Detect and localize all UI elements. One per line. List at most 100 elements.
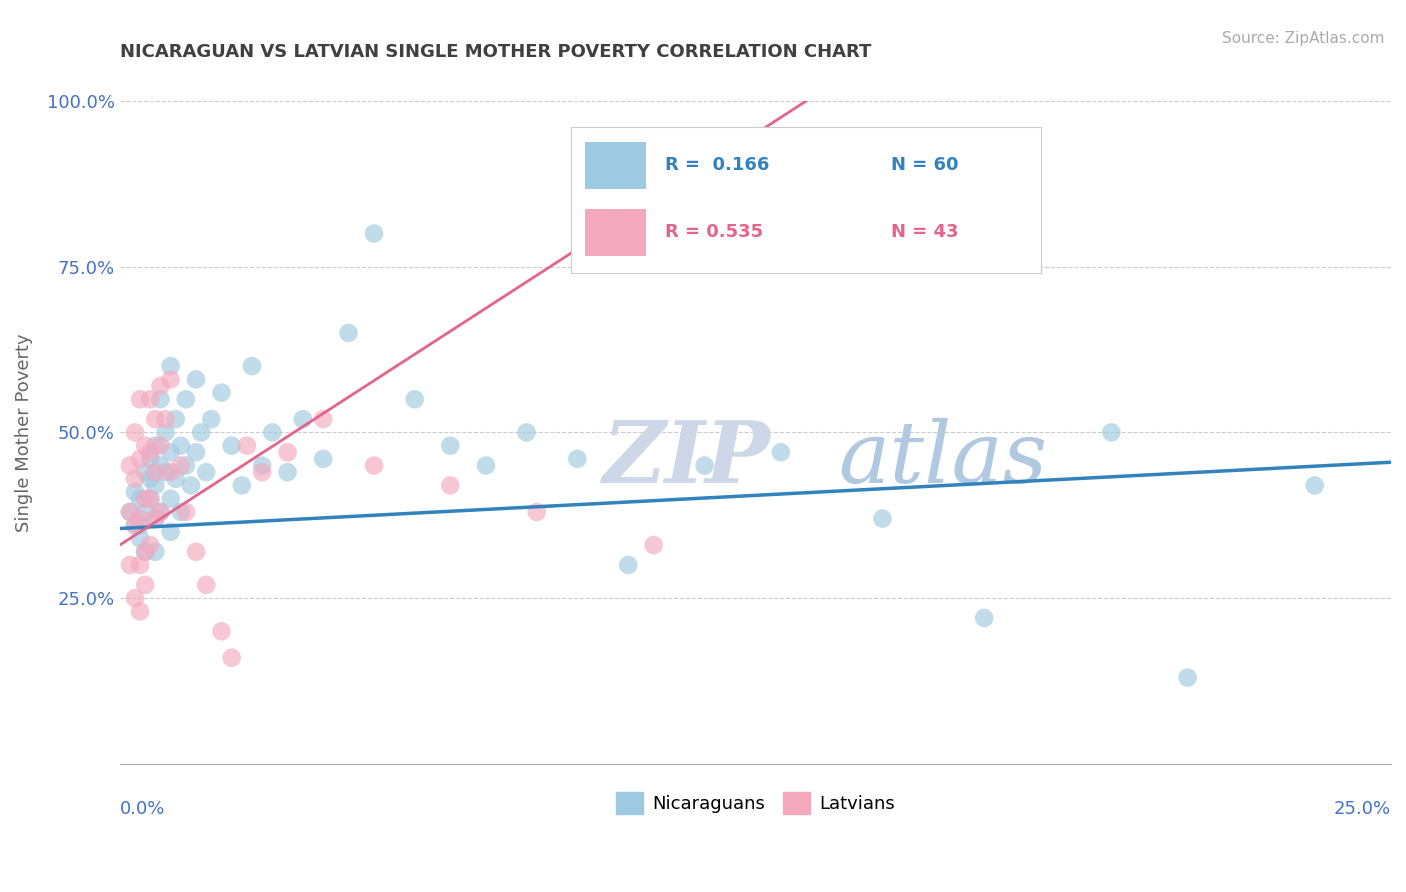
- Point: [184, 372, 207, 386]
- Point: [124, 591, 146, 606]
- Point: [180, 478, 202, 492]
- Point: [139, 451, 162, 466]
- Point: [129, 511, 152, 525]
- Point: [439, 478, 461, 492]
- Point: [143, 511, 166, 525]
- Point: [231, 478, 253, 492]
- Point: [174, 458, 197, 473]
- Point: [129, 532, 152, 546]
- Point: [250, 458, 273, 473]
- Point: [129, 604, 152, 618]
- Point: [124, 425, 146, 440]
- Point: [973, 611, 995, 625]
- Point: [149, 458, 172, 473]
- Point: [439, 439, 461, 453]
- Point: [118, 505, 141, 519]
- Point: [139, 472, 162, 486]
- Point: [149, 379, 172, 393]
- Point: [129, 518, 152, 533]
- Point: [143, 465, 166, 479]
- Point: [159, 359, 181, 373]
- Point: [516, 425, 538, 440]
- Point: [155, 412, 177, 426]
- Point: [149, 392, 172, 407]
- Point: [1303, 478, 1326, 492]
- Point: [134, 505, 156, 519]
- Point: [184, 545, 207, 559]
- Y-axis label: Single Mother Poverty: Single Mother Poverty: [15, 333, 32, 532]
- Point: [567, 451, 589, 466]
- Point: [129, 451, 152, 466]
- Point: [139, 491, 162, 506]
- Point: [693, 458, 716, 473]
- Point: [155, 425, 177, 440]
- Text: atlas: atlas: [838, 417, 1047, 500]
- Point: [195, 578, 218, 592]
- Point: [262, 425, 284, 440]
- Point: [211, 624, 233, 639]
- Point: [134, 465, 156, 479]
- Point: [124, 485, 146, 500]
- Point: [277, 445, 299, 459]
- Text: 25.0%: 25.0%: [1334, 800, 1391, 818]
- Point: [643, 538, 665, 552]
- Point: [159, 372, 181, 386]
- Point: [118, 458, 141, 473]
- Point: [236, 439, 259, 453]
- Point: [211, 385, 233, 400]
- Point: [124, 472, 146, 486]
- Point: [872, 511, 894, 525]
- Text: ZIP: ZIP: [603, 417, 770, 500]
- Point: [143, 511, 166, 525]
- Point: [190, 425, 212, 440]
- Legend: Nicaraguans, Latvians: Nicaraguans, Latvians: [609, 785, 903, 821]
- Point: [118, 558, 141, 572]
- Point: [134, 578, 156, 592]
- Point: [155, 465, 177, 479]
- Point: [165, 412, 187, 426]
- Point: [129, 392, 152, 407]
- Point: [129, 491, 152, 506]
- Point: [337, 326, 360, 340]
- Point: [184, 445, 207, 459]
- Point: [250, 465, 273, 479]
- Point: [404, 392, 426, 407]
- Point: [170, 505, 193, 519]
- Point: [139, 491, 162, 506]
- Point: [159, 491, 181, 506]
- Text: NICARAGUAN VS LATVIAN SINGLE MOTHER POVERTY CORRELATION CHART: NICARAGUAN VS LATVIAN SINGLE MOTHER POVE…: [120, 43, 872, 62]
- Point: [134, 439, 156, 453]
- Point: [170, 439, 193, 453]
- Point: [159, 445, 181, 459]
- Point: [129, 558, 152, 572]
- Point: [769, 445, 792, 459]
- Point: [200, 412, 222, 426]
- Point: [149, 439, 172, 453]
- Point: [143, 478, 166, 492]
- Point: [277, 465, 299, 479]
- Point: [159, 524, 181, 539]
- Point: [221, 439, 243, 453]
- Point: [124, 518, 146, 533]
- Point: [312, 412, 335, 426]
- Point: [134, 491, 156, 506]
- Point: [134, 545, 156, 559]
- Point: [312, 451, 335, 466]
- Point: [363, 227, 385, 241]
- Point: [149, 505, 172, 519]
- Point: [174, 392, 197, 407]
- Point: [1177, 671, 1199, 685]
- Point: [363, 458, 385, 473]
- Point: [240, 359, 263, 373]
- Point: [195, 465, 218, 479]
- Point: [139, 538, 162, 552]
- Text: 0.0%: 0.0%: [120, 800, 165, 818]
- Point: [1099, 425, 1122, 440]
- Point: [134, 545, 156, 559]
- Point: [143, 545, 166, 559]
- Point: [170, 458, 193, 473]
- Point: [174, 505, 197, 519]
- Point: [617, 558, 640, 572]
- Point: [291, 412, 314, 426]
- Point: [139, 392, 162, 407]
